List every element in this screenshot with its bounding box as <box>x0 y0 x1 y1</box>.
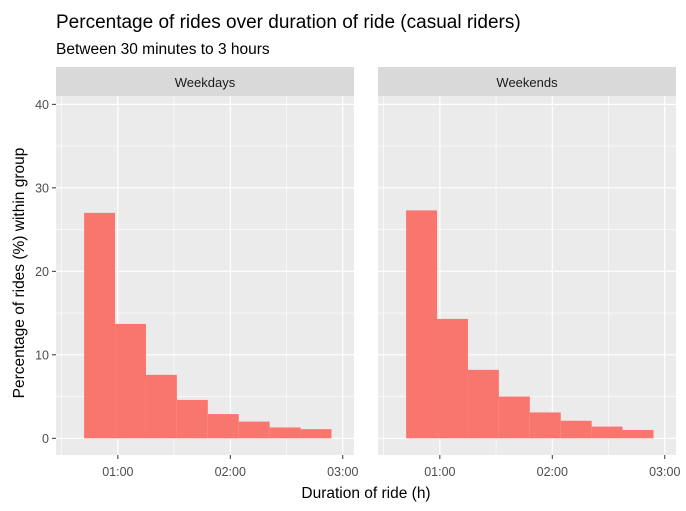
histogram-bar <box>622 429 654 439</box>
y-tick-label: 40 <box>35 98 49 112</box>
histogram-bar <box>300 429 332 439</box>
facet-strip-label: Weekends <box>496 75 558 90</box>
histogram-bar <box>529 412 561 439</box>
x-tick-label: 02:00 <box>537 465 568 479</box>
histogram-bar <box>84 212 116 439</box>
chart-subtitle: Between 30 minutes to 3 hours <box>56 41 270 58</box>
histogram-bar <box>269 427 301 439</box>
x-tick-label: 02:00 <box>215 465 246 479</box>
facet-strip <box>378 67 676 96</box>
chart-title: Percentage of rides over duration of rid… <box>56 12 521 33</box>
histogram-bar <box>115 323 146 439</box>
histogram-bar <box>207 414 239 439</box>
facet-strip <box>56 67 354 96</box>
histogram-bar <box>145 374 177 439</box>
panel-weekends: Weekends <box>378 67 676 455</box>
x-tick-label: 03:00 <box>649 465 680 479</box>
y-tick-label: 10 <box>35 348 49 362</box>
histogram-bar <box>437 318 468 439</box>
x-tick-label: 01:00 <box>424 465 455 479</box>
x-axis: 01:00 02:00 03:00 01:00 02:00 03:00 <box>102 455 680 479</box>
histogram-bar <box>591 426 623 439</box>
y-tick-label: 0 <box>42 432 49 446</box>
histogram-bar <box>176 399 208 439</box>
x-axis-title: Duration of ride (h) <box>301 485 430 502</box>
facet-panels: Weekdays Weekends <box>56 67 676 455</box>
y-axis: 0 10 20 30 40 <box>35 98 56 446</box>
x-tick-label: 03:00 <box>327 465 358 479</box>
facet-strip-label: Weekdays <box>175 75 236 90</box>
histogram-bar <box>467 369 499 439</box>
histogram-bar <box>406 210 438 439</box>
x-tick-label: 01:00 <box>102 465 133 479</box>
histogram-bar <box>560 420 592 439</box>
panel-weekdays: Weekdays <box>56 67 354 455</box>
y-tick-label: 30 <box>35 181 49 195</box>
histogram-bar <box>238 421 270 439</box>
histogram-bar <box>498 396 530 439</box>
y-axis-title: Percentage of rides (%) within group <box>11 148 28 399</box>
y-tick-label: 20 <box>35 265 49 279</box>
